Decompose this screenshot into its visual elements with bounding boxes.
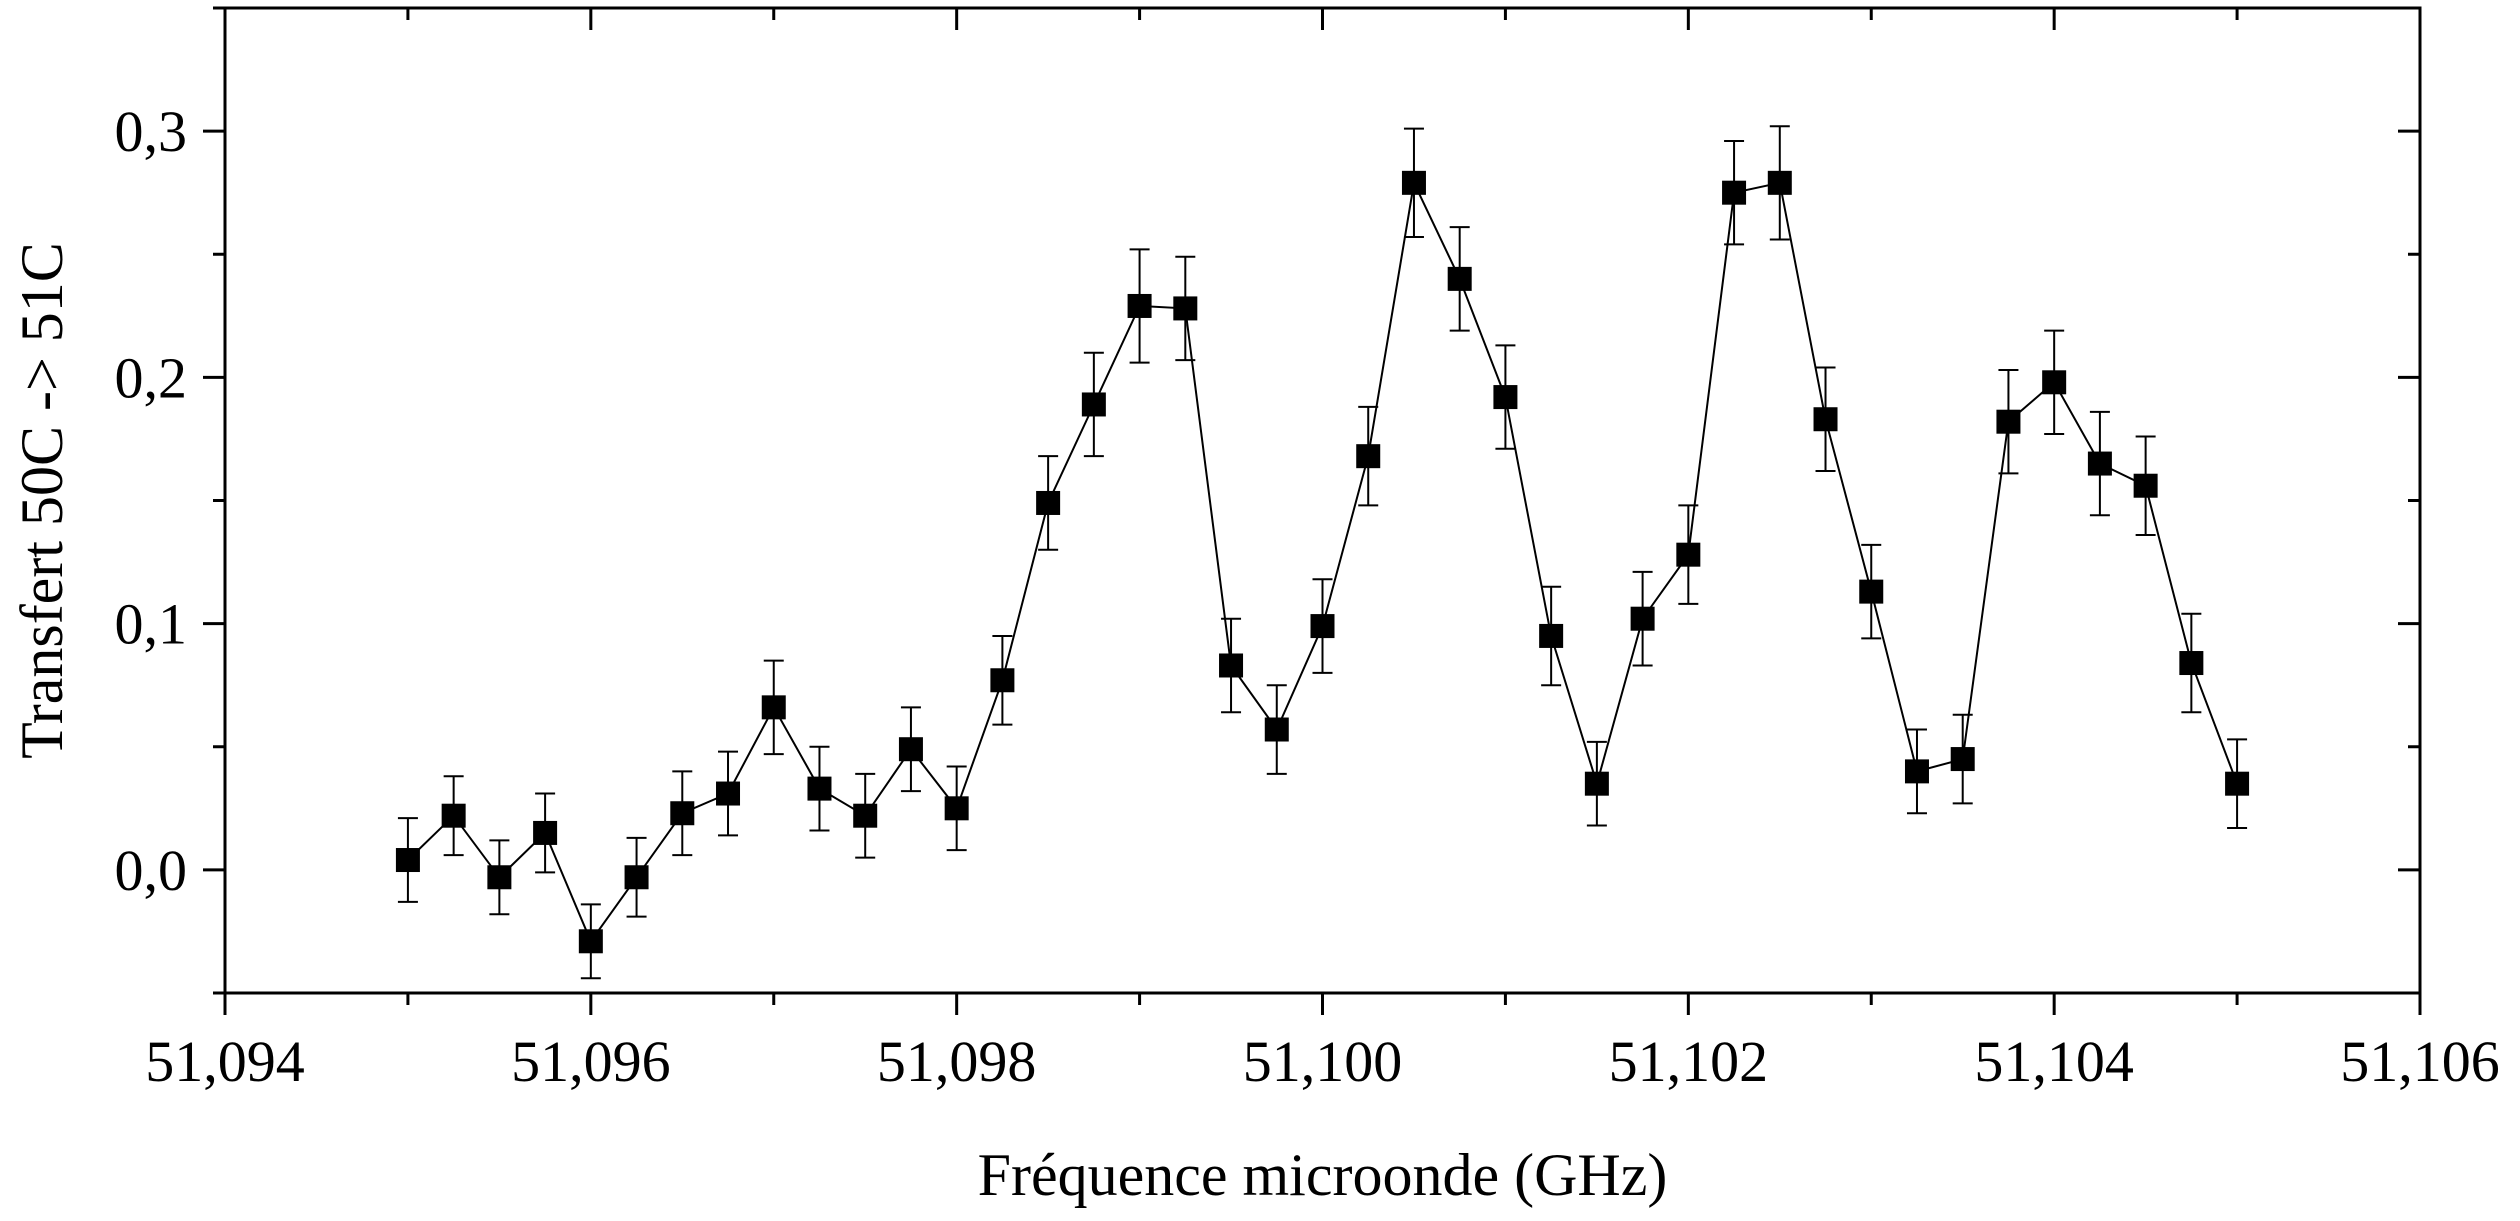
data-point (2179, 651, 2204, 676)
data-point (1996, 409, 2021, 434)
data-point (1767, 170, 1792, 195)
data-point (1310, 614, 1335, 639)
x-tick-label: 51,094 (145, 1029, 305, 1094)
data-point (1630, 606, 1655, 631)
data-point (1356, 444, 1381, 469)
data-point (2133, 473, 2158, 498)
data-point (2225, 771, 2250, 796)
data-point (807, 776, 832, 801)
data-point (1036, 490, 1061, 515)
plot-frame (223, 6, 2422, 995)
data-point (853, 803, 878, 828)
x-tick-label: 51,100 (1243, 1029, 1403, 1094)
data-point (1904, 759, 1929, 784)
x-tick-label: 51,106 (2340, 1029, 2500, 1094)
data-series (395, 125, 2250, 980)
data-point (1722, 180, 1747, 205)
data-point (578, 929, 603, 954)
data-point (1859, 579, 1884, 604)
y-tick-label: 0,0 (115, 838, 188, 903)
data-point (761, 695, 786, 720)
x-axis-title: Fréquence microonde (GHz) (978, 1142, 1668, 1208)
y-tick-label: 0,2 (115, 345, 188, 410)
data-point (487, 865, 512, 890)
data-point (990, 668, 1015, 693)
data-point (898, 737, 923, 762)
data-point (716, 781, 741, 806)
x-tick-label: 51,098 (877, 1029, 1037, 1094)
data-point (1676, 542, 1701, 567)
x-tick-label: 51,096 (511, 1029, 671, 1094)
data-point (2087, 451, 2112, 476)
data-point (395, 848, 420, 873)
data-point (1493, 385, 1518, 410)
data-point (1401, 170, 1426, 195)
data-point (441, 803, 466, 828)
data-point (533, 820, 558, 845)
y-tick-label: 0,3 (115, 99, 188, 164)
data-point (1584, 771, 1609, 796)
data-point (1264, 717, 1289, 742)
data-point (670, 801, 695, 826)
data-point (1813, 407, 1838, 432)
data-point (1447, 266, 1472, 291)
y-axis-title: Transfert 50C -> 51C (9, 242, 75, 759)
data-point (1219, 653, 1244, 678)
data-point (944, 796, 969, 821)
data-point (624, 865, 649, 890)
data-point (1127, 293, 1152, 318)
y-tick-label: 0,1 (115, 592, 188, 657)
data-point (1539, 623, 1564, 648)
data-point (1081, 392, 1106, 417)
axis-ticks (203, 6, 2422, 1015)
x-tick-label: 51,104 (1974, 1029, 2134, 1094)
data-point (1173, 296, 1198, 321)
data-point (2042, 370, 2067, 395)
data-point (1950, 747, 1975, 772)
x-tick-label: 51,102 (1609, 1029, 1769, 1094)
axis-tick-labels: 51,094 51,096 51,098 51,100 51,102 51,104 51,1… (115, 99, 2500, 1094)
